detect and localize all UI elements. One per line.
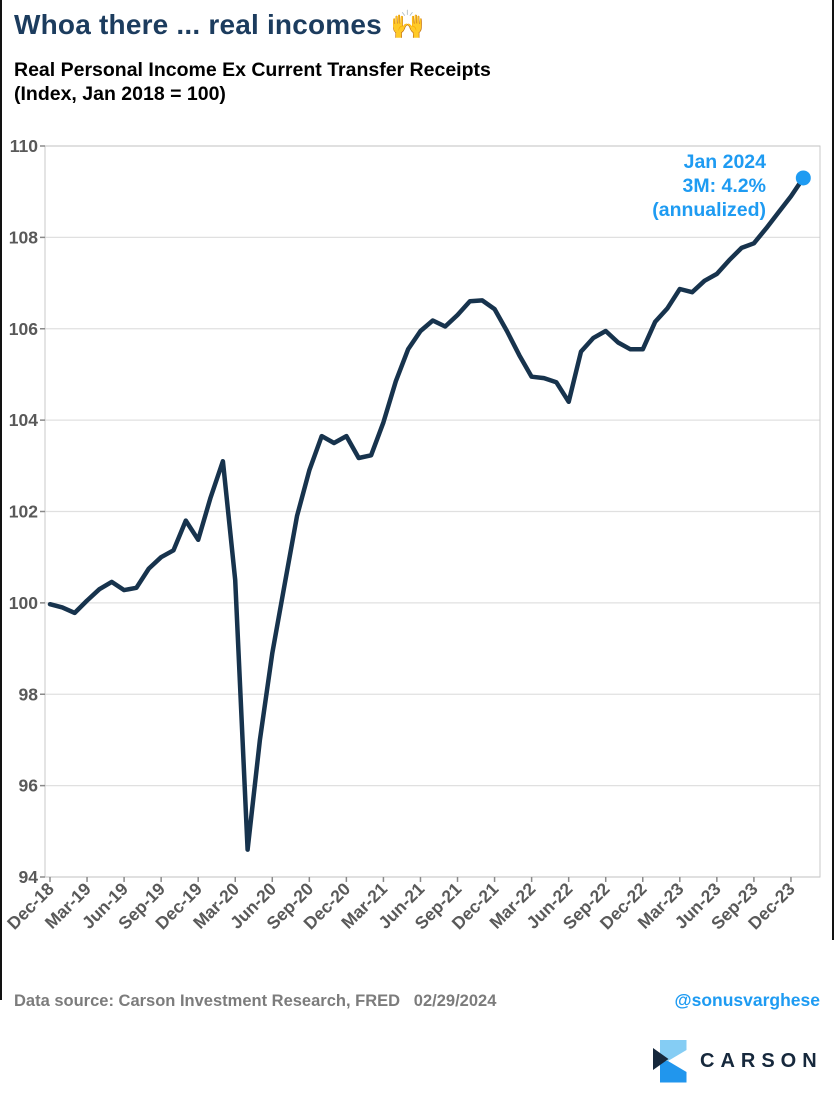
logo-top-triangle bbox=[660, 1040, 687, 1061]
y-tick-label: 94 bbox=[19, 867, 39, 887]
y-tick-label: 102 bbox=[9, 502, 38, 522]
image-border-right bbox=[832, 0, 834, 940]
y-tick-label: 100 bbox=[9, 593, 38, 613]
logo-arrow-triangle bbox=[653, 1048, 669, 1070]
endpoint-annotation: Jan 2024 3M: 4.2% (annualized) bbox=[652, 151, 766, 221]
axis-ticks bbox=[40, 145, 792, 882]
y-tick-label: 96 bbox=[19, 776, 39, 796]
y-tick-label: 98 bbox=[19, 684, 39, 704]
chart-subtitle-line1: Real Personal Income Ex Current Transfer… bbox=[14, 59, 491, 81]
gridlines bbox=[45, 145, 820, 878]
logo-bottom-triangle bbox=[660, 1061, 687, 1083]
annotation-line1: Jan 2024 bbox=[684, 151, 767, 173]
y-tick-label: 108 bbox=[9, 227, 38, 247]
chart-subtitle-line2: (Index, Jan 2018 = 100) bbox=[14, 83, 226, 105]
carson-logo-icon bbox=[653, 1040, 687, 1083]
y-tick-label: 106 bbox=[9, 319, 38, 339]
annotation-line3: (annualized) bbox=[652, 199, 766, 221]
title-text: Whoa there ... real incomes bbox=[14, 9, 382, 40]
income-line-series bbox=[47, 175, 806, 852]
datasource-text: Data source: Carson Investment Research,… bbox=[14, 992, 497, 1010]
axis-tick-labels: 949698100102104106108110Dec-18Mar-19Jun-… bbox=[3, 136, 799, 933]
y-tick-label: 110 bbox=[10, 136, 38, 156]
carson-logo: CARSON bbox=[650, 1036, 824, 1084]
twitter-handle: @sonusvarghese bbox=[674, 990, 820, 1010]
endpoint-marker bbox=[795, 170, 811, 186]
chart-subtitle: Real Personal Income Ex Current Transfer… bbox=[14, 58, 814, 106]
image-border-left bbox=[0, 0, 2, 1000]
carson-wordmark: CARSON bbox=[700, 1049, 823, 1072]
y-tick-label: 104 bbox=[9, 410, 38, 430]
annotation-line2: 3M: 4.2% bbox=[683, 175, 766, 197]
raising-hands-emoji-icon: 🙌 bbox=[389, 9, 426, 40]
page-title: Whoa there ... real incomes 🙌 bbox=[14, 8, 814, 41]
